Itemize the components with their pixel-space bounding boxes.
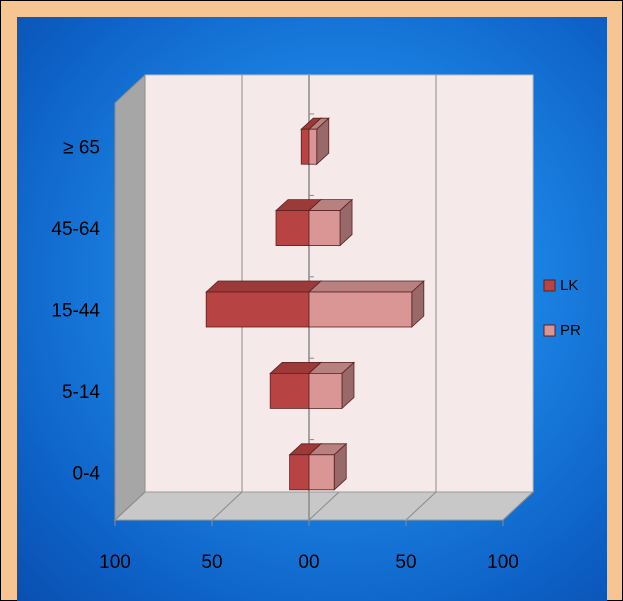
bar-top-face	[307, 280, 425, 293]
bar-front-face	[300, 128, 310, 165]
bar-pr	[307, 198, 354, 247]
x-tick-label: 50	[201, 552, 222, 573]
legend-label-pr: PR	[560, 322, 581, 339]
x-axis-labels: 100 50 00 50 100	[99, 552, 519, 573]
x-tick-label: 100	[99, 552, 131, 573]
legend: LK PR	[543, 277, 581, 339]
y-tick-label: 45-64	[51, 219, 100, 240]
bar-front-face	[308, 291, 413, 328]
bar-pr	[307, 361, 356, 410]
bar-front-face	[308, 210, 341, 247]
legend-label-lk: LK	[560, 277, 578, 294]
bar-front-face	[289, 454, 310, 491]
x-tick-label: 100	[487, 552, 519, 573]
bar-lk	[205, 280, 323, 328]
floor-gridline	[308, 491, 340, 521]
bar-pr	[307, 442, 348, 491]
bar-top-face	[205, 280, 323, 293]
side-wall	[114, 73, 146, 522]
y-tick-label: 15-44	[51, 301, 100, 322]
bar-front-face	[269, 372, 310, 409]
bars	[205, 117, 425, 491]
bar-front-face	[308, 372, 343, 409]
y-tick-label: 5-14	[62, 382, 100, 403]
bar-front-face	[275, 210, 310, 247]
bar-front-face	[308, 128, 318, 165]
y-axis-labels: 0-4 5-14 15-44 45-64 ≥ 65	[51, 138, 100, 485]
bar-front-face	[205, 291, 310, 328]
y-tick-label: 0-4	[73, 463, 101, 484]
bar-pr	[307, 280, 425, 328]
floor-gridline	[502, 491, 534, 521]
floor-gridline	[405, 491, 437, 521]
x-tick-label: 50	[395, 552, 416, 573]
legend-swatch-pr	[543, 324, 556, 337]
floor-gridline	[114, 491, 146, 521]
legend-swatch-lk	[543, 279, 556, 292]
bar-pr	[307, 117, 330, 166]
floor-gridline	[211, 491, 243, 521]
x-tick-label: 00	[298, 552, 319, 573]
y-tick-label: ≥ 65	[63, 138, 100, 159]
bar-front-face	[308, 454, 335, 491]
